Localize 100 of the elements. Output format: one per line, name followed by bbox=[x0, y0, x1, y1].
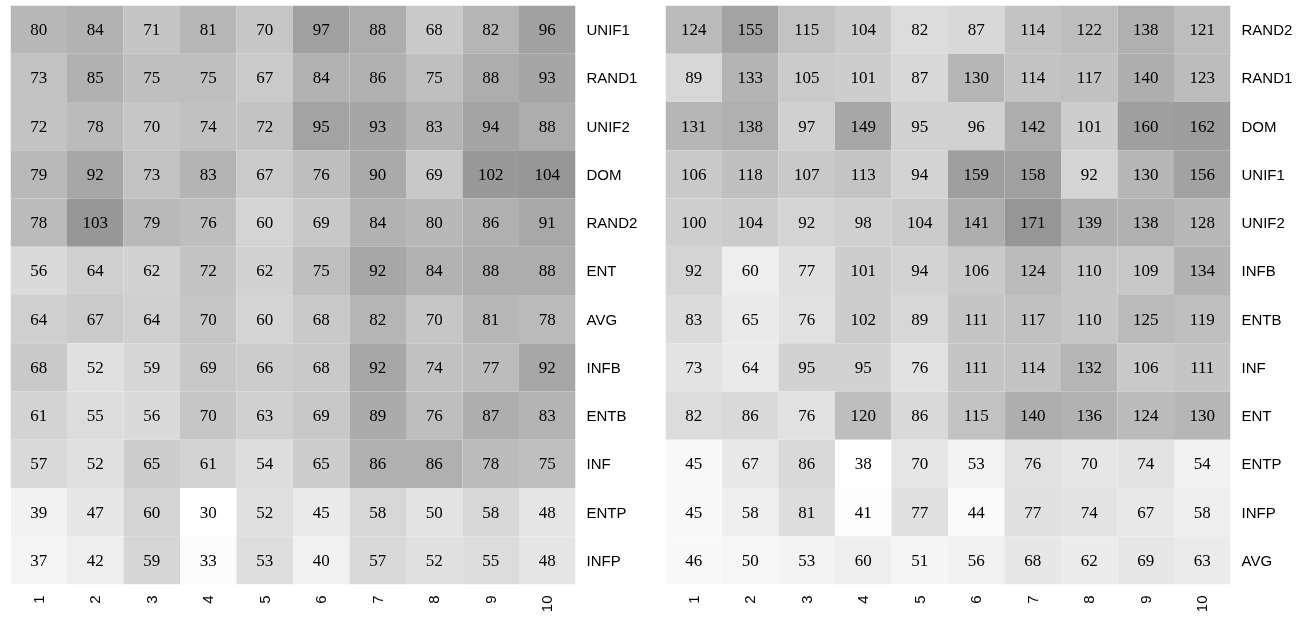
y-tick-label: DOM bbox=[586, 165, 622, 183]
data-label: 76 bbox=[1024, 454, 1042, 474]
data-label: 75 bbox=[538, 454, 556, 474]
data-label: 66 bbox=[256, 357, 274, 377]
data-label: 73 bbox=[30, 68, 48, 88]
data-label: 156 bbox=[1189, 164, 1215, 184]
data-label: 39 bbox=[30, 502, 48, 522]
data-label: 68 bbox=[312, 309, 330, 329]
data-label: 67 bbox=[1137, 502, 1155, 522]
data-label: 72 bbox=[30, 116, 48, 136]
data-label: 130 bbox=[1189, 406, 1215, 426]
data-label: 88 bbox=[538, 261, 556, 281]
data-label: 58 bbox=[741, 502, 759, 522]
data-label: 86 bbox=[911, 406, 929, 426]
data-label: 62 bbox=[256, 261, 274, 281]
data-label: 56 bbox=[143, 406, 161, 426]
data-label: 158 bbox=[1020, 164, 1046, 184]
data-label: 74 bbox=[1137, 454, 1155, 474]
data-label: 75 bbox=[312, 261, 330, 281]
x-tick-label: 3 bbox=[797, 595, 815, 604]
data-label: 79 bbox=[143, 213, 161, 233]
y-tick-label: UNIF2 bbox=[1241, 214, 1285, 232]
data-label: 90 bbox=[369, 164, 387, 184]
data-label: 101 bbox=[850, 261, 876, 281]
data-label: 64 bbox=[86, 261, 105, 281]
y-tick-label: UNIF2 bbox=[586, 117, 630, 135]
data-label: 67 bbox=[86, 309, 105, 329]
data-label: 80 bbox=[30, 20, 48, 40]
data-label: 119 bbox=[1189, 309, 1215, 329]
data-label: 58 bbox=[369, 502, 387, 522]
data-label: 52 bbox=[86, 454, 104, 474]
data-label: 86 bbox=[369, 454, 387, 474]
y-tick-label: ENT bbox=[586, 262, 617, 280]
data-label: 134 bbox=[1189, 261, 1216, 281]
data-label: 114 bbox=[1020, 68, 1046, 88]
y-tick-label: UNIF1 bbox=[1241, 165, 1285, 183]
data-label: 92 bbox=[369, 261, 387, 281]
data-label: 60 bbox=[854, 550, 872, 570]
data-label: 55 bbox=[86, 406, 104, 426]
data-label: 93 bbox=[369, 116, 387, 136]
data-label: 124 bbox=[1133, 406, 1159, 426]
data-label: 82 bbox=[369, 309, 387, 329]
data-label: 88 bbox=[369, 20, 387, 40]
data-label: 64 bbox=[30, 309, 48, 329]
data-label: 88 bbox=[482, 68, 500, 88]
data-label: 76 bbox=[911, 357, 929, 377]
x-tick-label: 8 bbox=[425, 595, 443, 604]
data-label: 68 bbox=[1024, 550, 1042, 570]
data-label: 81 bbox=[199, 20, 217, 40]
data-label: 60 bbox=[741, 261, 759, 281]
data-label: 106 bbox=[681, 164, 707, 184]
data-label: 53 bbox=[798, 550, 816, 570]
data-label: 74 bbox=[425, 357, 444, 377]
y-tick-label: INFB bbox=[586, 358, 621, 376]
data-label: 57 bbox=[30, 454, 48, 474]
data-label: 89 bbox=[369, 406, 387, 426]
data-label: 86 bbox=[369, 68, 387, 88]
data-label: 113 bbox=[850, 164, 876, 184]
data-label: 100 bbox=[681, 213, 707, 233]
y-tick-label: ENTP bbox=[1241, 455, 1282, 473]
data-label: 162 bbox=[1189, 116, 1215, 136]
data-label: 86 bbox=[425, 454, 443, 474]
data-label: 63 bbox=[1193, 550, 1211, 570]
data-label: 117 bbox=[1076, 68, 1103, 88]
data-label: 121 bbox=[1189, 20, 1215, 40]
data-label: 38 bbox=[854, 454, 872, 474]
data-label: 109 bbox=[1133, 261, 1159, 281]
data-label: 56 bbox=[30, 261, 48, 281]
data-label: 62 bbox=[1080, 550, 1098, 570]
x-tick-label: 1 bbox=[29, 595, 47, 604]
data-label: 138 bbox=[1133, 213, 1159, 233]
y-tick-label: INF bbox=[586, 455, 611, 473]
x-tick-label: 9 bbox=[481, 595, 499, 604]
y-tick-label: ENT bbox=[1241, 407, 1272, 425]
data-label: 84 bbox=[312, 68, 331, 88]
data-label: 114 bbox=[1020, 20, 1046, 40]
data-label: 96 bbox=[538, 20, 556, 40]
y-tick-label: INFB bbox=[1241, 262, 1276, 280]
x-tick-label: 7 bbox=[368, 595, 386, 604]
x-tick-label: 4 bbox=[199, 595, 217, 604]
data-label: 75 bbox=[143, 68, 161, 88]
data-label: 64 bbox=[741, 357, 760, 377]
data-label: 65 bbox=[312, 454, 330, 474]
x-tick-label: 6 bbox=[312, 595, 330, 604]
data-label: 48 bbox=[538, 502, 556, 522]
data-label: 62 bbox=[143, 261, 161, 281]
data-label: 115 bbox=[794, 20, 820, 40]
data-label: 159 bbox=[963, 164, 989, 184]
data-label: 82 bbox=[685, 406, 703, 426]
data-label: 92 bbox=[685, 261, 703, 281]
data-label: 53 bbox=[256, 550, 274, 570]
data-label: 70 bbox=[199, 406, 217, 426]
data-label: 74 bbox=[1080, 502, 1099, 522]
data-label: 46 bbox=[685, 550, 703, 570]
y-tick-label: AVG bbox=[1241, 551, 1273, 569]
data-label: 60 bbox=[256, 309, 274, 329]
data-label: 69 bbox=[425, 164, 443, 184]
data-label: 83 bbox=[538, 406, 556, 426]
data-label: 122 bbox=[1076, 20, 1102, 40]
data-label: 50 bbox=[425, 502, 443, 522]
